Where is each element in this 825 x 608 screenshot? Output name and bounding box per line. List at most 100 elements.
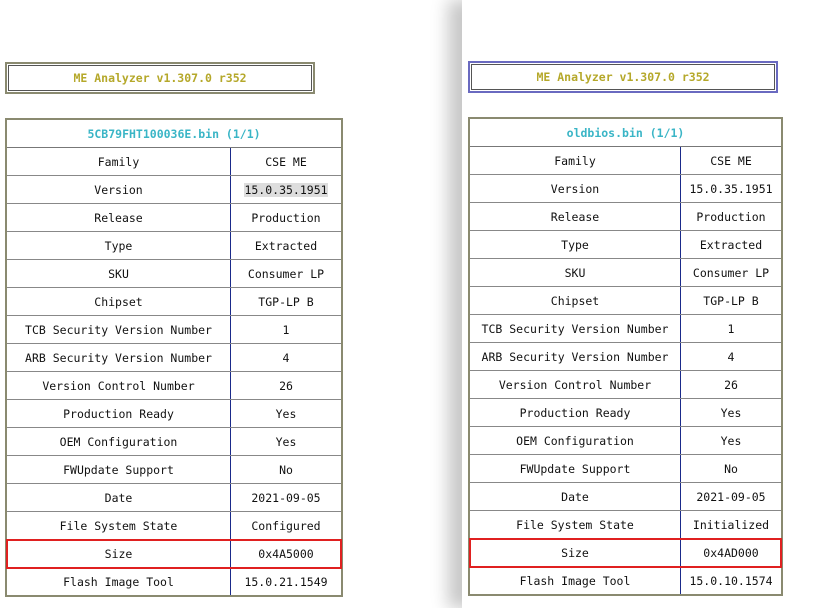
value-text: No: [724, 461, 738, 476]
table-row: File System State Initialized: [470, 511, 781, 539]
row-value: Yes: [231, 400, 341, 427]
value-text: TGP-LP B: [258, 294, 314, 309]
table-row: FWUpdate Support No: [7, 456, 341, 484]
value-text: 0x4AD000: [703, 545, 759, 560]
table-row: SKU Consumer LP: [7, 260, 341, 288]
row-value: 0x4AD000: [681, 539, 781, 566]
row-label: SKU: [7, 260, 231, 287]
table-row: Type Extracted: [470, 231, 781, 259]
row-value: TGP-LP B: [681, 287, 781, 314]
table-row: Version 15.0.35.1951: [7, 176, 341, 204]
row-value: 2021-09-05: [681, 483, 781, 510]
row-label: Production Ready: [7, 400, 231, 427]
row-label: Size: [7, 540, 231, 567]
value-text: No: [279, 462, 293, 477]
value-text: Yes: [275, 434, 297, 449]
value-text: 15.0.21.1549: [244, 574, 328, 589]
value-text: Extracted: [254, 238, 318, 253]
row-value: 1: [681, 315, 781, 342]
row-label: Production Ready: [470, 399, 681, 426]
row-label: FWUpdate Support: [7, 456, 231, 483]
table-row: SKU Consumer LP: [470, 259, 781, 287]
row-value: 4: [681, 343, 781, 370]
table-row: Version Control Number 26: [470, 371, 781, 399]
row-value: CSE ME: [681, 147, 781, 174]
right-terminal-pane: ME Analyzer v1.307.0 r352 oldbios.bin (1…: [462, 0, 825, 608]
table-row: Date 2021-09-05: [470, 483, 781, 511]
row-label: ARB Security Version Number: [7, 344, 231, 371]
table-row: Production Ready Yes: [7, 400, 341, 428]
file-title: 5CB79FHT100036E.bin (1/1): [7, 120, 341, 148]
table-row: TCB Security Version Number 1: [7, 316, 341, 344]
row-label: Family: [7, 148, 231, 175]
value-text: Yes: [720, 405, 742, 420]
value-text: 1: [727, 321, 735, 336]
table-row: ARB Security Version Number 4: [7, 344, 341, 372]
table-row: Version Control Number 26: [7, 372, 341, 400]
row-label: OEM Configuration: [7, 428, 231, 455]
row-value: CSE ME: [231, 148, 341, 175]
value-text: Consumer LP: [692, 265, 770, 280]
row-value: 15.0.10.1574: [681, 567, 781, 594]
value-text: Production: [251, 210, 321, 225]
value-text: Configured: [251, 518, 321, 533]
value-text: 4: [727, 349, 735, 364]
row-value: Production: [231, 204, 341, 231]
row-label: File System State: [7, 512, 231, 539]
row-value: Extracted: [681, 231, 781, 258]
table-row: FWUpdate Support No: [470, 455, 781, 483]
firmware-info-table: 5CB79FHT100036E.bin (1/1) Family CSE ME Ve…: [5, 118, 343, 597]
row-label: Type: [470, 231, 681, 258]
row-value: 1: [231, 316, 341, 343]
row-label: SKU: [470, 259, 681, 286]
table-row: OEM Configuration Yes: [7, 428, 341, 456]
table-row: Production Ready Yes: [470, 399, 781, 427]
table-row: Flash Image Tool 15.0.21.1549: [7, 568, 341, 595]
table-row: File System State Configured: [7, 512, 341, 540]
value-text: 15.0.35.1951: [689, 181, 773, 196]
row-value: Initialized: [681, 511, 781, 538]
app-title: ME Analyzer v1.307.0 r352: [468, 61, 778, 93]
row-value: 15.0.21.1549: [231, 568, 341, 595]
row-label: Family: [470, 147, 681, 174]
row-label: Chipset: [7, 288, 231, 315]
table-row: Type Extracted: [7, 232, 341, 260]
value-text: 26: [724, 377, 738, 392]
row-value: Production: [681, 203, 781, 230]
table-row: OEM Configuration Yes: [470, 427, 781, 455]
table-row: TCB Security Version Number 1: [470, 315, 781, 343]
row-value: Consumer LP: [231, 260, 341, 287]
table-row: Family CSE ME: [470, 147, 781, 175]
row-label: Release: [7, 204, 231, 231]
app-title: ME Analyzer v1.307.0 r352: [5, 62, 315, 94]
row-label: Chipset: [470, 287, 681, 314]
row-value: No: [681, 455, 781, 482]
table-row: Release Production: [470, 203, 781, 231]
table-row: Chipset TGP-LP B: [470, 287, 781, 315]
row-value: 26: [231, 372, 341, 399]
value-text: Extracted: [699, 237, 763, 252]
value-text: 15.0.35.1951: [244, 182, 328, 197]
row-label: Version Control Number: [7, 372, 231, 399]
row-label: ARB Security Version Number: [470, 343, 681, 370]
row-label: TCB Security Version Number: [470, 315, 681, 342]
row-label: TCB Security Version Number: [7, 316, 231, 343]
value-text: Yes: [720, 433, 742, 448]
row-value: 4: [231, 344, 341, 371]
value-text: 0x4A5000: [258, 546, 314, 561]
row-label: Flash Image Tool: [470, 567, 681, 594]
row-label: File System State: [470, 511, 681, 538]
value-text: Yes: [275, 406, 297, 421]
firmware-info-table: oldbios.bin (1/1) Family CSE ME Version 15.…: [468, 117, 783, 596]
row-value: 2021-09-05: [231, 484, 341, 511]
value-text: 26: [279, 378, 293, 393]
row-value: Yes: [231, 428, 341, 455]
value-text: 4: [282, 350, 290, 365]
row-value: 0x4A5000: [231, 540, 341, 567]
value-text: 15.0.10.1574: [689, 573, 773, 588]
value-text: 2021-09-05: [696, 489, 766, 504]
row-label: Release: [470, 203, 681, 230]
row-value: 15.0.35.1951: [681, 175, 781, 202]
row-label: Version: [7, 176, 231, 203]
value-text: Production: [696, 209, 766, 224]
